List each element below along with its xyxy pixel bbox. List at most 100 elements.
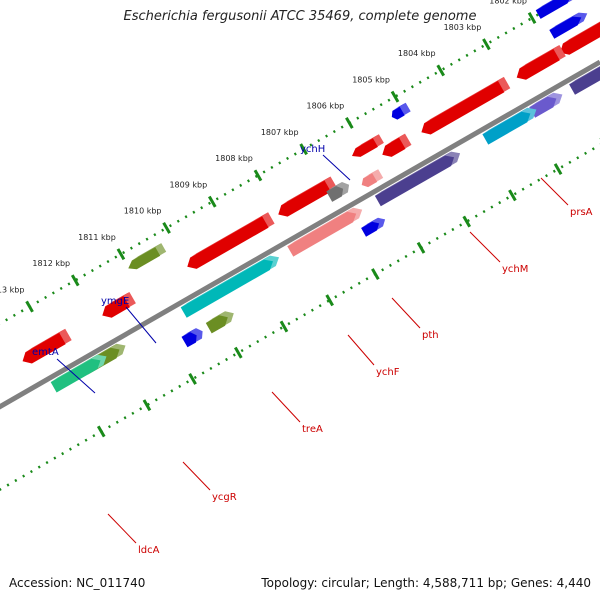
gene-arrow <box>391 106 405 120</box>
gene-arrow-top <box>105 292 130 307</box>
inner-major-tick <box>553 163 563 176</box>
outer-major-tick <box>345 117 354 129</box>
gene-callout-line <box>347 334 375 366</box>
gene-arrow-top <box>519 45 560 69</box>
gene-label-ldcA: ldcA <box>138 545 160 556</box>
inner-major-tick <box>142 399 152 412</box>
inner-major-tick <box>234 346 243 359</box>
inner-major-tick <box>325 294 334 307</box>
gene-arrow <box>128 247 161 270</box>
gene-callout-line <box>391 297 421 329</box>
gene-callout-line <box>540 177 569 206</box>
gene-arrow <box>482 111 531 145</box>
gene-arrow <box>361 173 378 188</box>
inner-major-tick <box>416 241 426 254</box>
gene-callout-line <box>271 391 301 423</box>
gene-label-pth: pth <box>422 330 439 341</box>
gene-arrow <box>180 259 273 318</box>
gene-label-prsA: prsA <box>570 207 593 218</box>
gene-arrow-top <box>181 328 196 337</box>
gene-arrow <box>529 96 557 118</box>
gene-arrow-top <box>25 328 66 353</box>
gene-callout-line <box>182 461 211 491</box>
gene-arrow <box>187 216 269 269</box>
map-title: Escherichia fergusonii ATCC 35469, compl… <box>123 9 477 24</box>
gene-arrow-top <box>529 92 554 108</box>
gene-arrow-top <box>385 133 405 146</box>
kbp-label: 1812 kbp <box>32 259 70 268</box>
gene-arrow <box>287 211 357 257</box>
gene-label-ychF: ychF <box>376 367 400 378</box>
outer-major-tick <box>253 169 263 182</box>
inner-major-tick <box>279 320 289 333</box>
gene-arrow <box>326 186 344 202</box>
gene-arrow <box>549 16 582 39</box>
kbp-label: 1809 kbp <box>169 180 207 189</box>
gene-arrow-top <box>363 169 379 179</box>
inner-major-tick <box>462 215 472 228</box>
outer-major-tick <box>208 195 217 208</box>
kbp-label: 1803 kbp <box>444 23 482 32</box>
gene-arrow-top <box>205 311 226 323</box>
gene-arrow-top <box>355 134 379 149</box>
gene-callout-line <box>125 306 157 344</box>
gene-arrow-top <box>361 217 378 228</box>
gene-arrow <box>535 0 570 19</box>
gene-label-treA: treA <box>302 424 323 435</box>
gene-arrow <box>382 137 406 157</box>
outer-major-tick <box>482 38 491 51</box>
gene-callout-line <box>469 231 501 263</box>
kbp-label: 1806 kbp <box>307 102 345 111</box>
outer-major-tick <box>436 64 446 77</box>
kbp-label: 1802 kbp <box>489 0 527 6</box>
kbp-label: 1810 kbp <box>124 207 162 216</box>
gene-arrow <box>181 332 197 348</box>
topology-summary: Topology: circular; Length: 4,588,711 bp… <box>261 576 591 590</box>
accession-label: Accession: NC_011740 <box>9 576 146 590</box>
gene-callout-line <box>56 358 96 394</box>
gene-arrow-top <box>562 21 600 44</box>
outer-major-tick <box>162 221 171 234</box>
gene-arrow <box>278 180 331 217</box>
gene-arrow <box>361 221 380 237</box>
gene-arrow-top <box>549 12 579 30</box>
gene-callout-line <box>107 513 137 544</box>
gene-arrow-top <box>281 176 331 206</box>
gene-arrow <box>560 22 600 55</box>
inner-major-tick <box>508 189 517 202</box>
inner-major-tick <box>188 373 197 385</box>
kbp-label: 1804 kbp <box>398 49 436 58</box>
kbp-label: 1813 kbp <box>0 285 24 294</box>
gene-arrow-top <box>131 243 162 261</box>
outer-major-tick <box>527 12 537 24</box>
kbp-label: 1807 kbp <box>261 128 299 137</box>
inner-major-tick <box>96 425 106 438</box>
outer-major-tick <box>25 300 34 313</box>
gene-arrow <box>374 155 455 207</box>
gene-arrow <box>516 49 560 80</box>
kbp-label: 1805 kbp <box>352 75 390 84</box>
gene-arrow <box>352 138 378 157</box>
gene-label-ychM: ychM <box>502 264 528 275</box>
outer-major-tick <box>70 274 80 287</box>
outer-scale-track <box>0 0 566 326</box>
gene-callout-line <box>322 154 351 181</box>
gene-arrow-top <box>535 0 554 11</box>
gene-arrow <box>421 80 505 135</box>
kbp-label: 1811 kbp <box>78 233 116 242</box>
gene-arrow-top <box>50 354 98 383</box>
kbp-label: 1808 kbp <box>215 154 253 163</box>
outer-major-tick <box>116 248 126 261</box>
gene-arrow <box>569 66 600 95</box>
gene-label-ymgE: ymgE <box>101 296 129 307</box>
gene-arrow-top <box>190 212 269 258</box>
gene-arrow-top <box>287 207 354 247</box>
outer-major-tick <box>390 90 400 103</box>
gene-label-emtA: emtA <box>32 347 59 358</box>
gene-arrow-top <box>374 151 452 196</box>
gene-label-ychH: ychH <box>300 144 325 155</box>
inner-major-tick <box>371 268 380 280</box>
gene-label-ycgR: ycgR <box>212 492 237 503</box>
